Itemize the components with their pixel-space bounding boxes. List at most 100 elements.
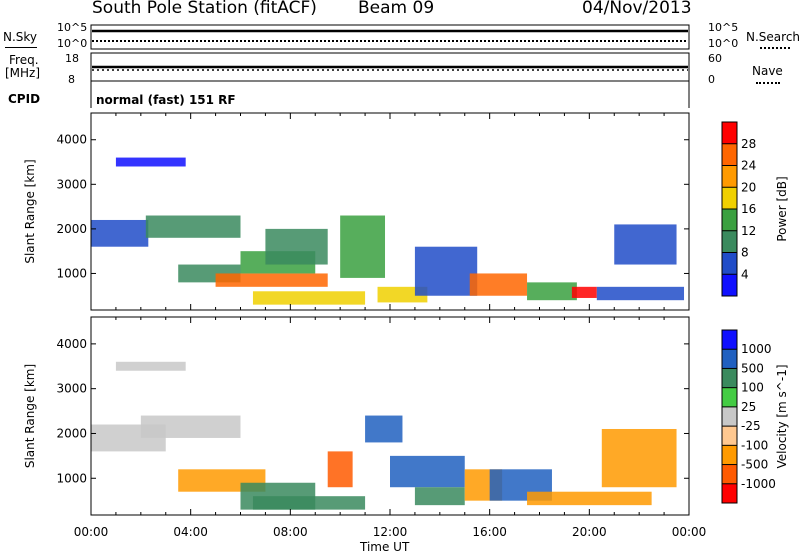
power-echo-region	[215, 273, 328, 287]
x-tick-label: 12:00	[373, 525, 408, 539]
y-tick-label: 3000	[56, 382, 87, 396]
nsearch-label: N.Search	[746, 30, 800, 44]
freq-axis-hi: 18	[65, 52, 79, 65]
velocity-echo-region	[365, 415, 403, 443]
velocity-colorbar-segment	[722, 368, 737, 388]
power-colorbar-label: 28	[741, 137, 756, 151]
velocity-colorbar-segment	[722, 349, 737, 369]
power-echo-region	[571, 286, 597, 298]
y-tick-label: 2000	[56, 222, 87, 236]
power-echo-region	[414, 246, 478, 296]
velocity-colorbar-label: -500	[741, 458, 768, 472]
power-echo-region	[469, 273, 528, 296]
power-echo-region	[145, 215, 241, 238]
velocity-colorbar-segment	[722, 330, 737, 350]
power-echo-region	[265, 228, 328, 265]
velocity-colorbar-segment	[722, 483, 737, 503]
x-tick-label: 16:00	[472, 525, 507, 539]
nave-axis-hi: 60	[708, 52, 722, 65]
y-tick-label: 4000	[56, 337, 87, 351]
power-colorbar-label: 16	[741, 202, 756, 216]
power-echo-region	[596, 286, 685, 301]
power-echo-region	[115, 157, 186, 167]
power-panel: 1000 2000 3000 4000 Slant Range [km]	[23, 112, 690, 311]
velocity-colorbar-title: Velocity [m s^-1]	[775, 364, 789, 468]
velocity-colorbar-label: 500	[741, 361, 764, 375]
velocity-colorbar-label: -1000	[741, 477, 776, 491]
velocity-colorbar-label: -100	[741, 438, 768, 452]
power-echo-region	[527, 282, 577, 301]
velocity-colorbar-label: 25	[741, 400, 756, 414]
freq-unit-label: [MHz]	[5, 66, 41, 80]
velocity-colorbar-segment	[722, 464, 737, 484]
velocity-panel: 1000 2000 3000 4000 Slant Range [km]	[23, 316, 690, 516]
station-title: South Pole Station (fitACF)	[92, 0, 317, 18]
power-colorbar-segment	[722, 230, 737, 253]
cpid-label: CPID	[8, 92, 41, 106]
velocity-echo-region	[252, 496, 366, 510]
velocity-colorbar: 1000 500 100 25 -25 -100 -500 -1000 Velocity [m …	[721, 329, 789, 504]
date-label: 04/Nov/2013	[582, 0, 692, 18]
velocity-colorbar-label: 100	[741, 381, 764, 395]
power-echo-region	[252, 291, 366, 305]
power-colorbar-label: 12	[741, 224, 756, 238]
velocity-echo-region	[327, 451, 353, 488]
power-echo-region	[614, 224, 677, 265]
x-tick-label: 04:00	[173, 525, 208, 539]
y-tick-label: 3000	[56, 177, 87, 191]
nsky-axis-lo: 10^0	[57, 37, 88, 50]
power-colorbar-label: 20	[741, 180, 756, 194]
x-tick-label: 00:00	[672, 525, 707, 539]
freq-label: Freq.	[9, 53, 39, 67]
velocity-colorbar-frame	[721, 329, 738, 504]
power-colorbar-segment	[722, 165, 737, 188]
x-tick-label: 20:00	[572, 525, 607, 539]
nsky-axis-hi: 10^5	[57, 21, 88, 34]
power-colorbar-title: Power [dB]	[775, 176, 789, 241]
power-colorbar-segment	[722, 187, 737, 209]
velocity-colorbar-segment	[722, 387, 737, 407]
velocity-echo-region	[390, 455, 465, 488]
velocity-colorbar-label: 1000	[741, 342, 772, 356]
x-tick-label: 08:00	[273, 525, 308, 539]
power-colorbar-label: 8	[741, 246, 749, 260]
y-axis-label: Slant Range [km]	[23, 364, 37, 468]
power-echo-region	[91, 219, 149, 247]
nave-label: Nave	[752, 64, 783, 78]
beam-label: Beam 09	[358, 0, 435, 18]
y-axis-label: Slant Range [km]	[23, 159, 37, 263]
nsky-label: N.Sky	[3, 30, 38, 44]
velocity-echo-region	[601, 428, 677, 488]
time-axis-label: Time UT	[360, 540, 410, 554]
freq-panel-frame	[90, 52, 690, 82]
power-colorbar-label: 4	[741, 267, 749, 281]
power-echo-region	[340, 215, 386, 278]
nave-dotted-line	[756, 82, 780, 84]
power-colorbar-segment	[722, 143, 737, 166]
power-colorbar-segment	[722, 252, 737, 275]
velocity-colorbar-segment	[722, 426, 737, 446]
nsearch-dotted-line	[760, 47, 790, 49]
power-colorbar: 4 8 12 16 20 24 28 Power [dB]	[721, 121, 789, 297]
x-tick-label: 00:00	[74, 525, 109, 539]
y-tick-label: 2000	[56, 426, 87, 440]
velocity-colorbar-segment	[722, 445, 737, 465]
velocity-echo-region	[115, 361, 186, 371]
velocity-echo-region	[414, 487, 465, 506]
power-colorbar-segment	[722, 122, 737, 144]
y-tick-label: 1000	[56, 471, 87, 485]
time-axis: 00:00 04:00 08:00 12:00 16:00 20:00 00:00	[74, 525, 707, 539]
y-tick-label: 1000	[56, 266, 87, 280]
freq-axis-lo: 8	[68, 73, 75, 86]
velocity-echo-region	[140, 415, 241, 438]
power-colorbar-segment	[722, 209, 737, 231]
power-colorbar-segment	[722, 274, 737, 296]
nave-axis-lo: 0	[708, 73, 715, 86]
cpid-text: normal (fast) 151 RF	[96, 93, 236, 107]
nsky-panel-frame	[90, 24, 690, 50]
nsearch-axis-lo: 10^0	[708, 37, 739, 50]
nsky-underline	[5, 47, 37, 48]
velocity-colorbar-segment	[722, 406, 737, 427]
nsearch-axis-hi: 10^5	[708, 21, 739, 34]
